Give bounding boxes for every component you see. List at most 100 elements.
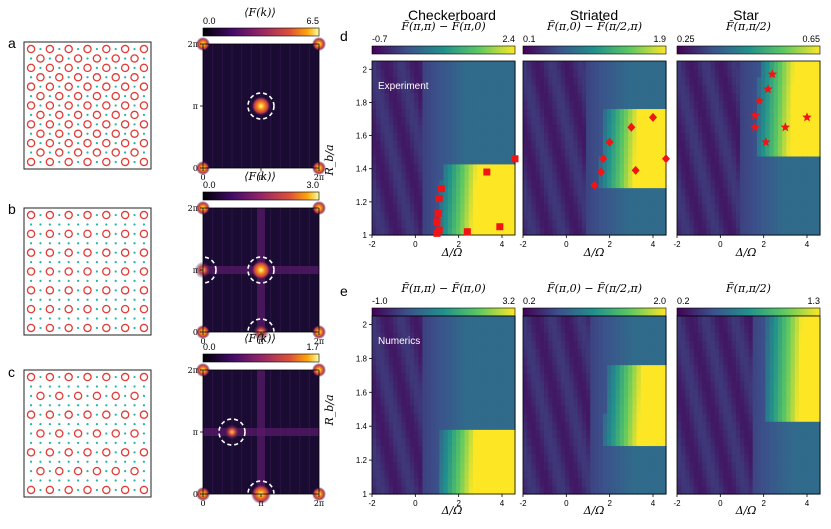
heatmap-cell	[527, 421, 533, 430]
heatmap-cell	[710, 477, 716, 487]
heatmap-cell	[653, 140, 659, 149]
heatmap-cell	[523, 84, 528, 94]
heatmap-cell	[740, 140, 745, 149]
heatmap-cell	[430, 84, 436, 94]
heatmap-cell	[714, 372, 720, 382]
heatmap-cell	[653, 227, 659, 236]
heatmap-cell	[560, 148, 566, 157]
atom-ground	[105, 113, 108, 117]
heatmap-cell	[798, 171, 804, 181]
heatmap-cell	[748, 396, 754, 406]
heatmap-cell	[807, 116, 813, 125]
heatmap-cell	[765, 469, 771, 479]
heatmap-cell	[439, 340, 445, 349]
heatmap-cell	[560, 140, 566, 149]
heatmap-cell	[714, 356, 720, 366]
heatmap-cell	[710, 148, 716, 157]
atom-ground	[95, 104, 99, 107]
heatmap-cell	[623, 84, 629, 94]
heatmap-cell	[577, 179, 583, 189]
heatmap-cell	[456, 100, 461, 110]
heatmap-cell	[439, 364, 445, 374]
heatmap-cell	[598, 100, 604, 110]
heatmap-cell	[502, 469, 508, 479]
heatmap-cell	[607, 469, 612, 479]
heatmap-cell	[573, 148, 579, 157]
heatmap-cell	[790, 84, 796, 94]
heatmap-cell	[727, 469, 733, 479]
heatmap-cell	[477, 187, 482, 197]
heatmap-cell	[502, 179, 508, 189]
heatmap-cell	[489, 453, 495, 463]
heatmap-cell	[714, 68, 720, 78]
heatmap-cell	[426, 388, 432, 398]
heatmap-cell	[807, 84, 813, 94]
heatmap-cell	[443, 108, 449, 117]
heatmap-cell	[644, 124, 650, 133]
heatmap-cell	[380, 148, 386, 157]
heatmap-cell	[372, 477, 377, 487]
heatmap-cell	[611, 171, 617, 181]
atom-ground	[95, 123, 99, 126]
heatmap-cell	[472, 187, 478, 197]
heatmap-cell	[727, 372, 733, 382]
heatmap-cell	[636, 124, 642, 133]
heatmap-cell	[594, 219, 600, 228]
heatmap-cell	[573, 68, 579, 78]
heatmap-cell	[611, 380, 617, 390]
heatmap-cell	[769, 195, 775, 204]
heatmap-cell	[577, 76, 583, 86]
heatmap-cell	[531, 380, 537, 390]
heatmap-cell	[477, 68, 482, 78]
heatmap-cell	[414, 340, 419, 349]
heatmap-cell	[782, 61, 787, 70]
heatmap-cell	[710, 388, 716, 398]
heatmap-cell	[498, 84, 503, 94]
heatmap-cell	[493, 116, 499, 125]
heatmap-cell	[460, 227, 466, 236]
heatmap-cell	[657, 485, 663, 495]
heatmap-cell	[468, 445, 474, 455]
heatmap-cell	[740, 324, 745, 333]
heatmap-cell	[714, 100, 720, 110]
heatmap-cell	[598, 108, 604, 117]
heatmap-cell	[451, 227, 457, 236]
heatmap-cell	[409, 437, 415, 447]
heatmap-cell	[719, 124, 724, 133]
heatmap-cell	[619, 405, 625, 414]
heatmap-cell	[384, 155, 390, 165]
heatmap-cell	[744, 445, 750, 455]
heatmap-cell	[409, 421, 415, 430]
heatmap-cell	[468, 179, 474, 189]
heatmap-cell	[619, 372, 625, 382]
heatmap-cell	[384, 163, 390, 173]
heatmap-cell	[577, 132, 583, 141]
heatmap-cell	[502, 396, 508, 406]
atom-ground	[95, 488, 99, 492]
x-tick-label: 2	[761, 240, 766, 249]
heatmap-cell	[719, 108, 724, 117]
heatmap-cell	[401, 332, 407, 341]
heatmap-cell	[803, 116, 808, 125]
heatmap-cell	[468, 316, 474, 325]
heatmap-cell	[502, 84, 508, 94]
heatmap-cell	[573, 108, 579, 117]
heatmap-cell	[740, 437, 745, 447]
heatmap-cell	[815, 227, 821, 236]
heatmap-cell	[460, 155, 466, 165]
heatmap-cell	[677, 108, 682, 117]
heatmap-cell	[581, 477, 587, 487]
heatmap-cell	[460, 445, 466, 455]
heatmap-cell	[640, 445, 646, 455]
heatmap-cell	[464, 348, 470, 358]
heatmap-cell	[539, 227, 545, 236]
heatmap-cell	[485, 203, 491, 212]
heatmap-cell	[384, 203, 390, 212]
heatmap-cell	[472, 211, 478, 220]
heatmap-cell	[765, 348, 771, 358]
heatmap-cell	[731, 108, 737, 117]
heatmap-cell	[376, 68, 382, 78]
heatmap-cell	[628, 356, 633, 366]
heatmap-cell	[539, 84, 545, 94]
